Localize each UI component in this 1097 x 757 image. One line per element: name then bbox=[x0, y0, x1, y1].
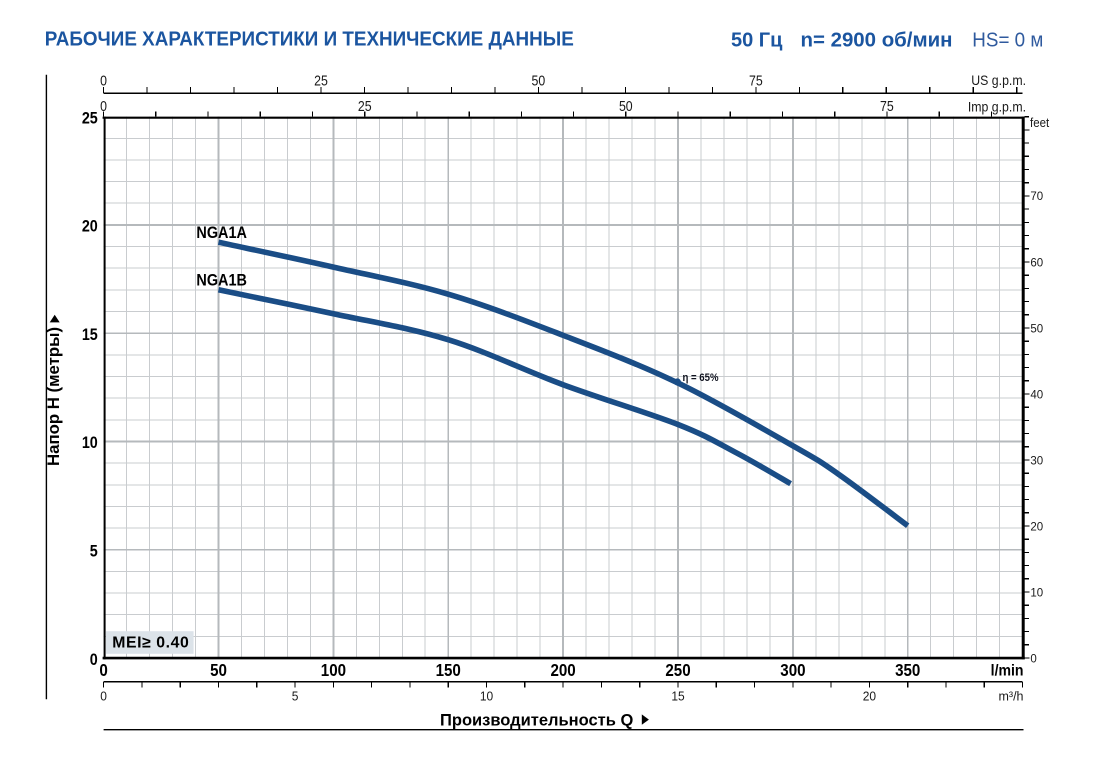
svg-text:feet: feet bbox=[1030, 115, 1050, 130]
svg-text:0: 0 bbox=[99, 661, 107, 680]
svg-text:60: 60 bbox=[1030, 257, 1043, 269]
svg-text:NGA1A: NGA1A bbox=[196, 224, 247, 242]
svg-text:РАБОЧИЕ ХАРАКТЕРИСТИКИ И ТЕХНИ: РАБОЧИЕ ХАРАКТЕРИСТИКИ И ТЕХНИЧЕСКИЕ ДАН… bbox=[45, 29, 574, 51]
svg-text:20: 20 bbox=[82, 218, 98, 236]
svg-text:15: 15 bbox=[671, 689, 684, 703]
svg-text:Imp g.p.m.: Imp g.p.m. bbox=[968, 99, 1026, 115]
svg-text:5: 5 bbox=[292, 689, 299, 703]
svg-text:250: 250 bbox=[665, 661, 690, 680]
svg-text:l/min: l/min bbox=[991, 662, 1024, 680]
svg-text:70: 70 bbox=[1030, 191, 1043, 203]
svg-text:n= 2900 об/мин: n= 2900 об/мин bbox=[801, 29, 953, 51]
svg-text:5: 5 bbox=[90, 543, 98, 561]
svg-text:20: 20 bbox=[1030, 521, 1043, 533]
svg-text:200: 200 bbox=[550, 661, 575, 680]
svg-text:50: 50 bbox=[532, 72, 546, 88]
svg-text:Напор H (метры): Напор H (метры) bbox=[44, 327, 63, 466]
svg-text:20: 20 bbox=[863, 689, 876, 703]
svg-text:MEI≥ 0.40: MEI≥ 0.40 bbox=[112, 635, 189, 652]
svg-text:150: 150 bbox=[436, 661, 461, 680]
svg-text:350: 350 bbox=[895, 661, 920, 680]
svg-text:HS= 0 м: HS= 0 м bbox=[972, 29, 1043, 51]
svg-text:Производительность Q: Производительность Q bbox=[440, 711, 633, 729]
svg-text:10: 10 bbox=[82, 434, 98, 452]
svg-text:75: 75 bbox=[880, 98, 894, 114]
svg-text:50: 50 bbox=[1030, 323, 1043, 335]
svg-text:75: 75 bbox=[749, 72, 763, 88]
svg-text:η = 65%: η = 65% bbox=[683, 372, 720, 384]
svg-text:50 Гц: 50 Гц bbox=[731, 29, 783, 51]
svg-text:30: 30 bbox=[1030, 455, 1043, 467]
svg-text:0: 0 bbox=[1030, 653, 1036, 665]
svg-text:0: 0 bbox=[90, 651, 98, 669]
svg-text:15: 15 bbox=[82, 326, 98, 344]
svg-text:25: 25 bbox=[314, 72, 328, 88]
svg-text:10: 10 bbox=[1030, 587, 1043, 599]
svg-text:NGA1B: NGA1B bbox=[196, 271, 247, 289]
svg-text:100: 100 bbox=[321, 661, 346, 680]
svg-text:40: 40 bbox=[1030, 389, 1043, 401]
svg-text:0: 0 bbox=[100, 689, 107, 703]
svg-text:25: 25 bbox=[358, 98, 372, 114]
svg-text:0: 0 bbox=[100, 98, 107, 114]
svg-text:25: 25 bbox=[82, 110, 98, 128]
svg-text:300: 300 bbox=[780, 661, 805, 680]
svg-text:0: 0 bbox=[100, 72, 107, 88]
svg-text:50: 50 bbox=[210, 661, 227, 680]
svg-text:m³/h: m³/h bbox=[999, 689, 1024, 703]
svg-text:50: 50 bbox=[619, 98, 633, 114]
svg-text:US g.p.m.: US g.p.m. bbox=[971, 72, 1026, 88]
svg-text:10: 10 bbox=[480, 689, 493, 703]
